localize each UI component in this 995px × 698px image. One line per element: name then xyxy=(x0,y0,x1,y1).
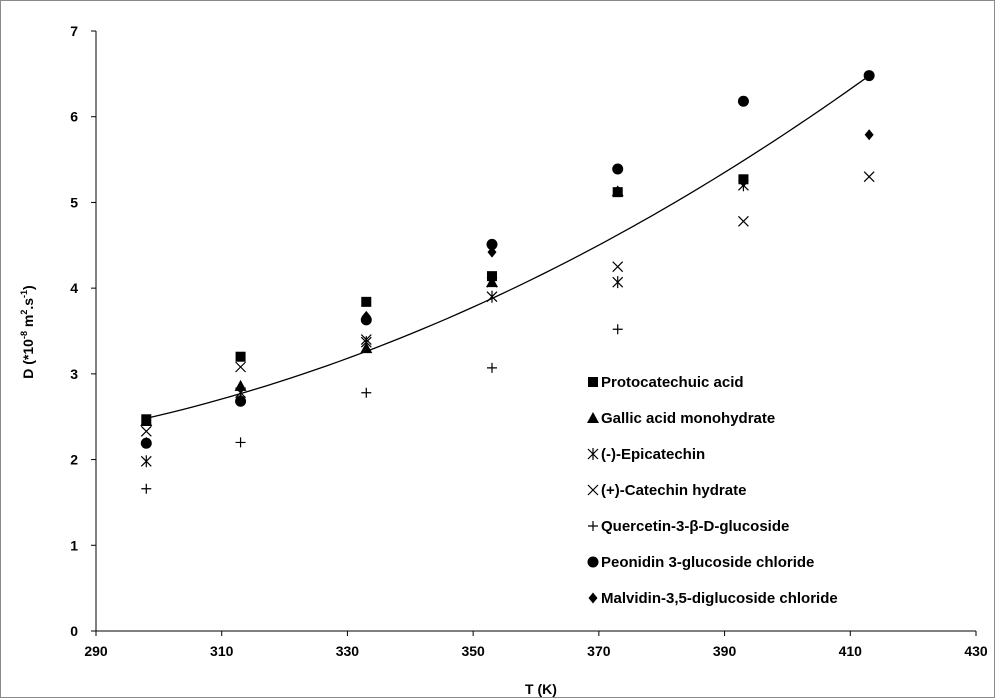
series-5 xyxy=(140,70,875,449)
x-tick-label: 390 xyxy=(713,643,737,659)
x-axis-ticks: 290 310 330 350 370 390 410 430 xyxy=(84,631,988,659)
data-point xyxy=(236,394,246,406)
data-point xyxy=(863,171,875,183)
data-point xyxy=(864,129,874,141)
y-axis-title-mid2: .s xyxy=(20,298,36,310)
series-6 xyxy=(141,129,874,448)
legend-label: Quercetin-3-β-D-glucoside xyxy=(601,518,789,535)
x-tick-label: 370 xyxy=(587,643,611,659)
x-tick-label: 350 xyxy=(461,643,485,659)
legend-marker xyxy=(587,484,599,496)
y-axis-title-exp3: -1 xyxy=(19,290,29,298)
data-point xyxy=(235,361,246,373)
data-point xyxy=(140,425,152,437)
y-tick-label: 5 xyxy=(70,194,78,210)
data-point xyxy=(612,261,624,273)
data-point xyxy=(361,310,371,322)
data-point xyxy=(140,455,152,468)
legend-marker xyxy=(588,592,598,604)
data-point xyxy=(737,95,749,107)
y-tick-label: 7 xyxy=(70,23,78,39)
legend-label: (-)-Epicatechin xyxy=(601,446,705,463)
data-point xyxy=(360,334,372,345)
data-point xyxy=(863,70,875,82)
data-point xyxy=(361,296,372,307)
data-point xyxy=(612,163,624,175)
x-tick-label: 410 xyxy=(839,643,863,659)
data-point xyxy=(486,290,498,303)
legend-marker xyxy=(587,556,599,568)
y-axis-title-base: D (*10 xyxy=(20,339,36,379)
y-tick-label: 4 xyxy=(70,280,78,296)
legend-item: Gallic acid monohydrate xyxy=(587,410,775,427)
data-points xyxy=(140,70,875,494)
legend-item: (+)-Catechin hydrate xyxy=(587,482,746,499)
data-point xyxy=(140,415,153,426)
series-3 xyxy=(140,171,875,437)
legend-item: (-)-Epicatechin xyxy=(587,446,705,463)
data-point xyxy=(487,246,497,258)
data-point xyxy=(486,238,498,250)
data-point xyxy=(612,324,623,335)
data-point xyxy=(141,483,152,494)
legend-item: Peonidin 3-glucoside chloride xyxy=(587,554,814,571)
y-tick-label: 2 xyxy=(70,452,78,468)
data-point xyxy=(612,276,624,289)
y-tick-label: 3 xyxy=(70,366,78,382)
data-point xyxy=(234,379,247,391)
legend-marker xyxy=(587,448,599,460)
y-tick-label: 0 xyxy=(70,623,78,639)
legend-marker xyxy=(588,521,598,531)
trendline xyxy=(146,75,870,419)
data-point xyxy=(738,176,748,188)
y-axis-title-exp1: -8 xyxy=(19,331,29,339)
legend-marker xyxy=(588,377,598,387)
series-1 xyxy=(140,185,624,426)
x-tick-label: 310 xyxy=(210,643,234,659)
legend-label: Malvidin-3,5-diglucoside chloride xyxy=(601,590,838,607)
legend-item: Protocatechuic acid xyxy=(588,374,744,391)
series-4 xyxy=(141,324,623,494)
y-axis-title-end: ) xyxy=(20,285,36,290)
data-point xyxy=(235,437,246,448)
legend-label: Gallic acid monohydrate xyxy=(601,410,775,427)
legend-marker xyxy=(587,412,599,423)
x-tick-label: 290 xyxy=(84,643,108,659)
legend-label: (+)-Catechin hydrate xyxy=(601,482,746,499)
data-point xyxy=(361,387,372,398)
data-point xyxy=(360,336,372,349)
x-axis-title: T (K) xyxy=(525,681,557,697)
y-tick-label: 1 xyxy=(70,537,78,553)
data-point xyxy=(235,351,246,362)
legend-item: Malvidin-3,5-diglucoside chloride xyxy=(588,590,838,607)
x-tick-label: 330 xyxy=(336,643,360,659)
legend-label: Protocatechuic acid xyxy=(601,374,744,391)
legend: Protocatechuic acid Gallic acid monohydra… xyxy=(587,374,838,607)
data-point xyxy=(738,215,749,227)
y-tick-label: 6 xyxy=(70,109,78,125)
legend-item: Quercetin-3-β-D-glucoside xyxy=(588,518,789,535)
y-axis-title: D (*10-8 m2.s-1) xyxy=(19,285,36,378)
data-point xyxy=(486,276,498,288)
data-point xyxy=(487,362,497,373)
data-point xyxy=(613,185,623,197)
x-tick-label: 430 xyxy=(964,643,988,659)
data-point xyxy=(141,436,151,448)
y-axis-title-mid: m xyxy=(20,315,36,331)
legend-label: Peonidin 3-glucoside chloride xyxy=(601,554,814,571)
y-axis-ticks: 0 1 2 3 4 5 6 7 xyxy=(70,23,96,639)
y-axis-title-exp2: 2 xyxy=(19,310,29,315)
